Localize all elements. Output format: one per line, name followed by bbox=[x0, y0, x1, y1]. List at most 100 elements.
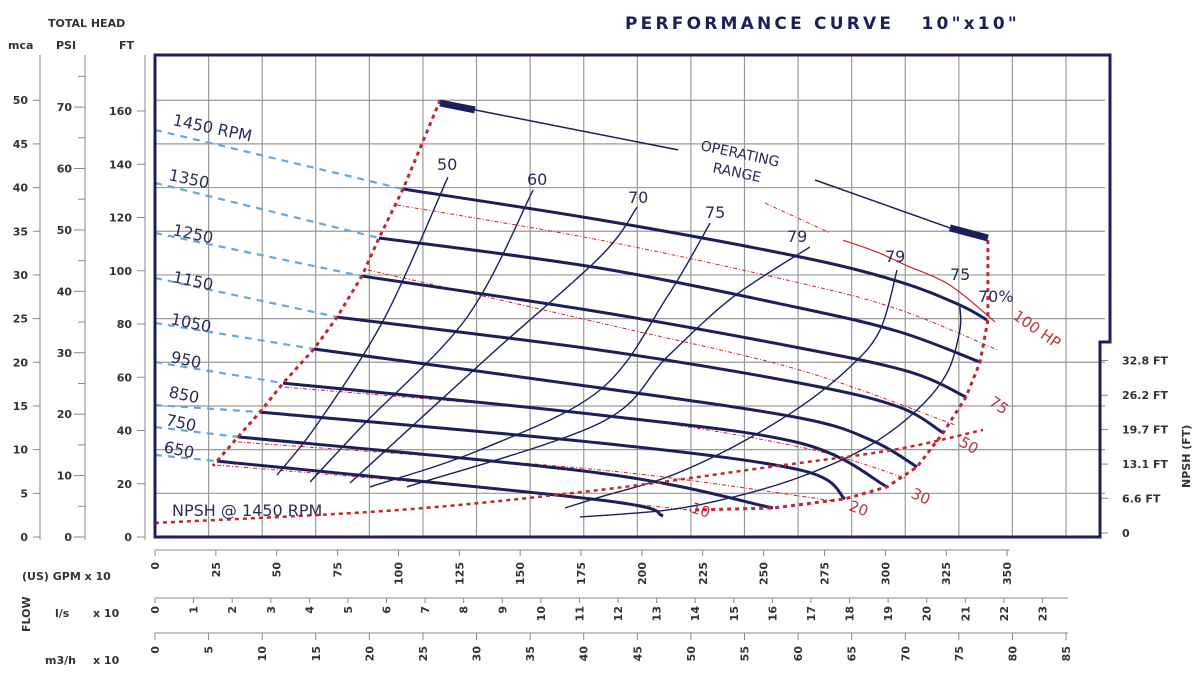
psi-tick-label: 10 bbox=[57, 470, 73, 483]
gpm-tick-label: 25 bbox=[210, 562, 223, 577]
gpm-tick-label: 100 bbox=[392, 562, 405, 585]
operating-range-end-marker bbox=[949, 224, 989, 242]
gpm-tick-label: 325 bbox=[940, 562, 953, 585]
power-label: 10 bbox=[689, 499, 713, 522]
speed-label: 850 bbox=[167, 382, 201, 407]
mca-tick-label: 45 bbox=[13, 138, 28, 151]
head-curve-shutoff-extension bbox=[154, 360, 284, 385]
mca-tick-label: 20 bbox=[13, 356, 29, 369]
head-curve-shutoff-extension bbox=[154, 128, 404, 191]
efficiency-label: 79 bbox=[885, 247, 905, 266]
ls-tick-label: 1 bbox=[188, 606, 201, 614]
psi-tick-label: 60 bbox=[57, 163, 73, 176]
efficiency-curve bbox=[276, 176, 449, 476]
speed-label: 650 bbox=[162, 437, 196, 462]
ft-tick-label: 20 bbox=[117, 478, 133, 491]
m3h-tick-label: 10 bbox=[256, 646, 269, 662]
ft-tick-label: 100 bbox=[109, 265, 132, 278]
mca-axis-label: mca bbox=[8, 39, 33, 52]
efficiency-curve bbox=[564, 269, 898, 509]
power-label: 30 bbox=[908, 484, 933, 508]
speed-label: 1450 RPM bbox=[171, 110, 254, 145]
power-curve-100hp bbox=[842, 239, 996, 323]
gpm-tick-label: 125 bbox=[453, 562, 466, 585]
ls-tick-label: 11 bbox=[573, 606, 586, 621]
mca-tick-label: 5 bbox=[20, 487, 28, 500]
head-curve-shutoff-extension bbox=[154, 321, 315, 351]
ls-tick-label: 9 bbox=[496, 606, 509, 614]
ft-tick-label: 160 bbox=[109, 105, 132, 118]
m3h-axis-label: m3/h bbox=[45, 654, 76, 667]
m3h-tick-label: 60 bbox=[792, 646, 805, 662]
m3h-tick-label: 75 bbox=[953, 646, 966, 661]
efficiency-label: 70 bbox=[628, 188, 648, 207]
ls-axis-label: l/s bbox=[55, 607, 70, 620]
curve-labels: 1450 RPM13501250115010509508507506505060… bbox=[162, 110, 1064, 521]
ls-tick-label: 5 bbox=[342, 606, 355, 614]
efficiency-label: 75 bbox=[950, 265, 970, 284]
ft-tick-label: 80 bbox=[117, 318, 133, 331]
max-flow-limit bbox=[689, 240, 990, 512]
ft-tick-label: 60 bbox=[117, 371, 133, 384]
power-label: 100 HP bbox=[1010, 307, 1064, 353]
gpm-tick-label: 350 bbox=[1001, 562, 1014, 585]
m3h-tick-label: 50 bbox=[685, 646, 698, 662]
mca-tick-label: 0 bbox=[20, 531, 28, 544]
head-curve bbox=[336, 315, 944, 435]
head-curve-shutoff-extension bbox=[154, 453, 218, 463]
operating-range-start-marker bbox=[439, 99, 476, 114]
efficiency-label: 50 bbox=[437, 155, 457, 174]
m3h-tick-label: 20 bbox=[363, 646, 376, 662]
efficiency-curve bbox=[309, 189, 534, 483]
curves bbox=[154, 99, 999, 525]
ls-tick-label: 7 bbox=[419, 606, 432, 614]
ls-tick-label: 23 bbox=[1036, 606, 1049, 621]
npsh-tick-label: 13.1 FT bbox=[1122, 458, 1168, 471]
ft-tick-label: 120 bbox=[109, 212, 132, 225]
efficiency-70pct-label: 70% bbox=[978, 287, 1014, 306]
power-label: 20 bbox=[847, 497, 871, 520]
ls-tick-label: 6 bbox=[381, 606, 394, 614]
m3h-tick-label: 65 bbox=[846, 646, 859, 661]
head-curve bbox=[237, 435, 774, 510]
m3h-tick-label: 25 bbox=[417, 646, 430, 661]
m3h-tick-label: 80 bbox=[1006, 646, 1019, 662]
m3h-tick-label: 0 bbox=[149, 646, 162, 654]
power-curve bbox=[367, 269, 956, 426]
m3h-axis-mult: x 10 bbox=[93, 654, 120, 667]
m3h-tick-label: 55 bbox=[738, 646, 751, 661]
head-curve bbox=[313, 347, 918, 469]
speed-label: 950 bbox=[169, 347, 203, 372]
gpm-tick-label: 250 bbox=[758, 562, 771, 585]
ls-tick-label: 4 bbox=[303, 606, 316, 614]
plot-frame bbox=[153, 53, 1112, 539]
efficiency-curve bbox=[369, 222, 711, 488]
gpm-tick-label: 150 bbox=[514, 562, 527, 585]
psi-tick-label: 70 bbox=[57, 101, 73, 114]
m3h-tick-label: 45 bbox=[631, 646, 644, 661]
ls-tick-label: 19 bbox=[882, 606, 895, 621]
ls-tick-label: 20 bbox=[921, 606, 934, 622]
ls-tick-label: 16 bbox=[766, 606, 779, 622]
efficiency-label: 79 bbox=[787, 227, 807, 246]
ft-tick-label: 0 bbox=[124, 531, 132, 544]
ft-tick-label: 40 bbox=[117, 425, 133, 438]
efficiency-label: 75 bbox=[705, 203, 725, 222]
efficiency-curve bbox=[580, 306, 962, 518]
psi-axis-label: PSI bbox=[56, 39, 76, 52]
npsh-tick-label: 0 bbox=[1122, 527, 1130, 540]
psi-tick-label: 50 bbox=[57, 224, 73, 237]
ls-tick-label: 2 bbox=[226, 606, 239, 614]
mca-tick-label: 10 bbox=[13, 444, 29, 457]
mca-tick-label: 35 bbox=[13, 225, 28, 238]
gpm-tick-label: 175 bbox=[575, 562, 588, 585]
psi-tick-label: 30 bbox=[57, 347, 73, 360]
ls-tick-label: 13 bbox=[651, 606, 664, 621]
speed-label: 750 bbox=[164, 410, 198, 435]
gpm-tick-label: 225 bbox=[697, 562, 710, 585]
psi-tick-label: 20 bbox=[57, 408, 73, 421]
ls-tick-label: 10 bbox=[535, 606, 548, 622]
m3h-tick-label: 35 bbox=[524, 646, 537, 661]
mca-tick-label: 30 bbox=[13, 269, 29, 282]
total-head-header: TOTAL HEAD bbox=[48, 17, 125, 30]
